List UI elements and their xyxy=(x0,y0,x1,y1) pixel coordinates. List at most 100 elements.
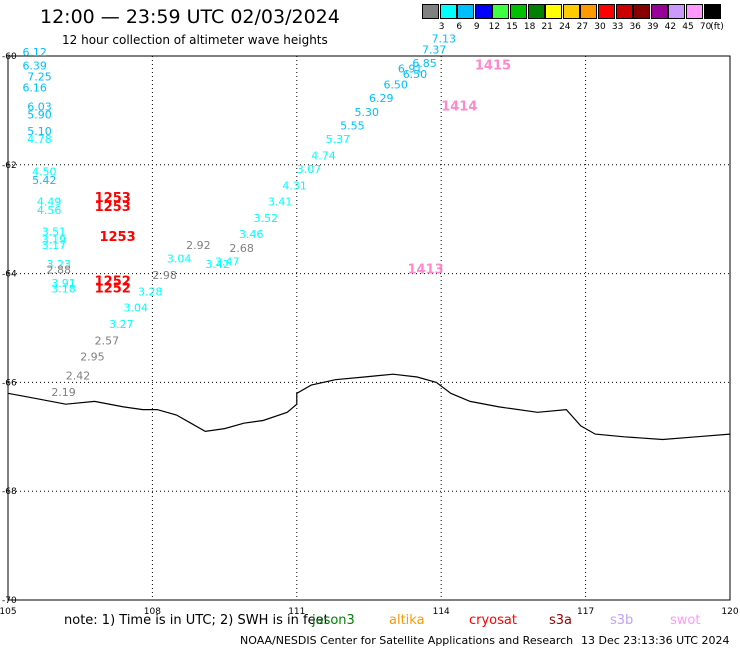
swh-data-label: 4.31 xyxy=(282,179,307,192)
swh-data-label: 2.19 xyxy=(51,386,76,399)
x-tick-label: 111 xyxy=(288,607,305,617)
swh-data-label: 7.25 xyxy=(27,70,52,83)
swh-data-label: 3.46 xyxy=(239,228,263,241)
swh-data-label: 3.42 xyxy=(205,258,230,271)
swh-data-label: 4.74 xyxy=(311,149,336,162)
legend-label: 21 xyxy=(541,22,553,32)
swh-data-label: 6.85 xyxy=(412,57,437,70)
swh-data-label: 3.41 xyxy=(268,196,293,209)
legend-swatch xyxy=(650,4,668,19)
swh-data-label: 3.18 xyxy=(51,283,76,296)
legend-label: 12 xyxy=(488,22,501,32)
legend-swatch xyxy=(598,4,615,19)
legend-label: 42 xyxy=(664,22,677,32)
swh-data-label: 3.51 xyxy=(42,226,66,239)
swh-data-label: 6.16 xyxy=(22,81,47,94)
legend-unit: (ft) xyxy=(710,22,724,32)
legend-swatch xyxy=(633,4,651,19)
credit-text: NOAA/NESDIS Center for Satellite Applica… xyxy=(240,634,574,647)
legend-swatch xyxy=(527,4,545,19)
track-time-label: 1413 xyxy=(408,263,444,278)
swh-data-label: 5.90 xyxy=(27,109,52,122)
track-time-label: 1252 xyxy=(95,275,131,290)
legend-swatch xyxy=(703,4,721,19)
track-time-label: 1414 xyxy=(441,99,477,114)
swh-data-label: 7.37 xyxy=(422,43,447,56)
legend-swatch xyxy=(439,4,457,19)
legend-label: 3 xyxy=(438,22,445,32)
legend-swatch xyxy=(457,4,475,19)
y-tick-label: -70 xyxy=(2,596,17,606)
legend-label: 70 xyxy=(699,22,712,32)
swh-data-label: 3.07 xyxy=(297,163,322,176)
swh-data-label: 4.56 xyxy=(37,204,62,217)
chart-title: 12:00 — 23:59 UTC 02/03/2024 xyxy=(40,6,340,28)
legend-swatch xyxy=(474,4,492,19)
satellite-swot: swot xyxy=(670,613,701,628)
legend-swatch xyxy=(562,4,580,19)
y-tick-label: -60 xyxy=(2,52,17,62)
swh-data-label: 7.13 xyxy=(432,32,457,45)
legend-label: 36 xyxy=(629,22,641,32)
satellite-jason3: jason3 xyxy=(312,613,355,628)
x-tick-label: 114 xyxy=(433,607,450,617)
y-tick-label: -64 xyxy=(2,270,17,280)
swh-data-label: 3.23 xyxy=(47,258,72,271)
legend-label: 18 xyxy=(523,22,536,32)
legend-label: 39 xyxy=(647,22,659,32)
legend-label: 45 xyxy=(682,22,694,32)
swh-data-label: 6.91 xyxy=(398,62,423,75)
swh-data-label: 5.37 xyxy=(326,133,351,146)
satellite-s3a: s3a xyxy=(549,613,573,628)
footer-note: note: 1) Time is in UTC; 2) SWH is in fe… xyxy=(64,613,329,628)
satellite-cryosat: cryosat xyxy=(469,613,517,628)
swh-data-label: 2.42 xyxy=(66,370,91,383)
satellite-altika: altika xyxy=(389,613,425,628)
swh-data-label: 6.50 xyxy=(383,79,408,92)
track-time-label: 1253 xyxy=(95,200,131,215)
swh-data-label: 3.19 xyxy=(42,234,66,247)
swh-data-label: 5.55 xyxy=(340,119,365,132)
track-time-label: 1415 xyxy=(475,59,511,74)
swh-data-label: 3.52 xyxy=(253,212,277,225)
legend-label: 24 xyxy=(559,22,571,32)
swh-data-label: 3.04 xyxy=(124,302,148,315)
legend-swatch xyxy=(615,4,633,19)
legend-label: 30 xyxy=(594,22,606,32)
x-tick-label: 117 xyxy=(577,607,594,617)
satellite-s3b: s3b xyxy=(610,613,634,628)
swh-data-label: 6.50 xyxy=(403,68,428,81)
legend-swatch xyxy=(510,4,527,19)
swh-data-label: 4.78 xyxy=(27,133,52,146)
swh-data-label: 2.92 xyxy=(186,239,211,252)
track-time-label: 1252 xyxy=(95,282,131,297)
legend-label: 9 xyxy=(473,22,480,32)
legend-swatch xyxy=(545,4,563,19)
swh-data-label: 5.10 xyxy=(27,125,52,138)
swh-data-label: 3.28 xyxy=(138,285,163,298)
legend-label: 15 xyxy=(506,22,518,32)
chart-subtitle: 12 hour collection of altimeter wave hei… xyxy=(62,33,328,47)
legend-swatch xyxy=(686,4,703,19)
swh-data-label: 3.04 xyxy=(167,253,192,266)
legend-label: 27 xyxy=(576,22,589,32)
y-tick-label: -68 xyxy=(2,487,17,497)
x-tick-label: 120 xyxy=(721,607,738,617)
swh-data-label: 2.88 xyxy=(47,264,72,277)
x-tick-label: 108 xyxy=(144,607,161,617)
plot-frame xyxy=(7,55,731,601)
y-tick-label: -62 xyxy=(2,161,17,171)
legend-swatch xyxy=(668,4,686,19)
swh-data-label: 6.29 xyxy=(369,92,394,105)
swh-data-label: 6.39 xyxy=(22,60,47,73)
swh-data-label: 3.91 xyxy=(51,277,76,290)
track-time-label: 1253 xyxy=(99,230,135,245)
legend-swatch xyxy=(580,4,598,19)
legend-label: 33 xyxy=(611,22,624,32)
swh-data-label: 3.47 xyxy=(215,255,240,268)
coastline xyxy=(7,373,731,441)
swh-data-label: 2.68 xyxy=(229,242,254,255)
swh-data-label: 5.42 xyxy=(32,174,57,187)
